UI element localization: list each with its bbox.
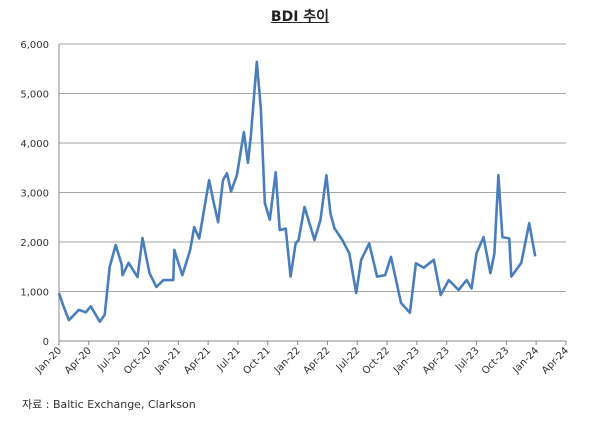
- source-note: 자료 : Baltic Exchange, Clarkson: [22, 398, 196, 411]
- y-tick-label: 5,000: [20, 90, 49, 101]
- x-tick-label: Jan-22: [272, 345, 303, 376]
- y-tick-label: 1,000: [20, 288, 49, 299]
- x-tick-label: Apr-20: [63, 345, 94, 376]
- x-tick-label: Jul-20: [95, 345, 124, 374]
- series-line-bdi: [57, 60, 537, 323]
- x-tick-label: Jul-22: [334, 345, 363, 374]
- y-tick-label: 3,000: [20, 189, 49, 200]
- y-tick-label: 4,000: [20, 139, 49, 150]
- x-tick-label: Oct-20: [122, 345, 154, 377]
- x-tick-label: Apr-24: [540, 345, 571, 376]
- y-axis-ticks: 0 1,000 2,000 3,000 4,000 5,000 6,000: [20, 40, 49, 348]
- x-tick-label: Jul-21: [214, 345, 243, 374]
- gridlines: [58, 43, 566, 342]
- x-tick-label: Jul-23: [453, 345, 482, 374]
- x-tick-label: Jan-24: [510, 345, 541, 376]
- series-lines: [57, 60, 537, 323]
- chart-title: BDI 추이: [270, 9, 330, 25]
- y-tick-label: 2,000: [20, 238, 49, 249]
- x-tick-label: Oct-21: [241, 345, 273, 377]
- x-tick-label: Apr-22: [301, 345, 332, 376]
- y-tick-label: 0: [43, 337, 49, 348]
- x-tick-label: Oct-23: [480, 345, 512, 377]
- x-tick-label: Jan-23: [391, 345, 422, 376]
- x-tick-label: Jan-20: [33, 345, 64, 376]
- x-tick-label: Jan-21: [152, 345, 183, 376]
- x-tick-label: Oct-22: [361, 345, 393, 377]
- x-tick-label: Apr-21: [182, 345, 213, 376]
- x-tick-label: Apr-23: [421, 345, 452, 376]
- y-tick-label: 6,000: [20, 40, 49, 51]
